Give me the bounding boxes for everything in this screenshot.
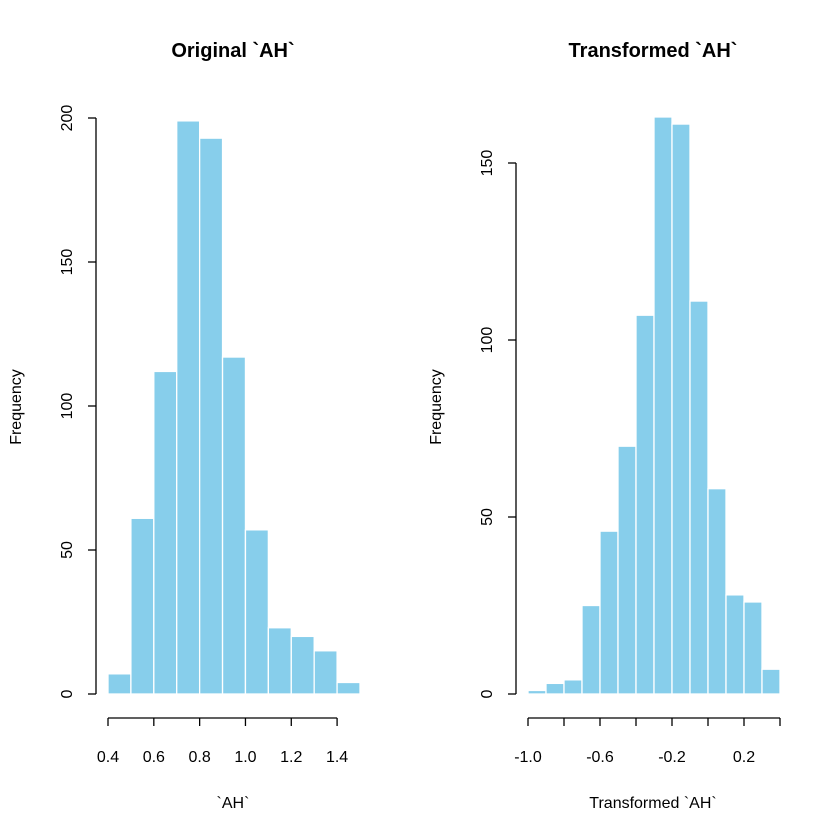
transformed-bar-1	[545, 682, 565, 695]
transformed-bars	[527, 116, 781, 695]
original-y-axis: 0 50 100 150 200	[59, 105, 97, 698]
transformed-y-tick-label-1: 50	[479, 508, 496, 526]
original-x-axis: 0.4 0.6 0.8 1.0 1.2 1.4	[97, 717, 348, 766]
original-chart-title: Original `AH`	[171, 40, 294, 62]
original-y-tick-label-0: 0	[59, 689, 76, 698]
original-bar-4	[198, 137, 224, 695]
transformed-x-tick-label-0: -1.0	[514, 749, 542, 766]
transformed-bar-12	[743, 601, 763, 695]
original-bar-2	[153, 370, 178, 695]
original-bar-5	[221, 356, 247, 695]
transformed-x-axis-label: Transformed `AH`	[589, 795, 716, 812]
original-bar-1	[130, 517, 155, 695]
transformed-x-tick-label-6: 0.2	[733, 749, 755, 766]
original-bar-9	[313, 650, 338, 695]
original-y-tick-label-4: 200	[59, 105, 76, 132]
transformed-bar-10	[707, 488, 727, 695]
transformed-bar-7	[653, 116, 673, 695]
original-y-tick-label-2: 100	[59, 393, 76, 420]
original-ah-panel: Original `AH` `AH` Frequency 0 50 100 150 20…	[8, 40, 361, 812]
original-bar-6	[244, 529, 270, 695]
original-x-tick-label-2: 0.8	[189, 749, 211, 766]
original-bar-8	[290, 635, 315, 695]
original-y-tick-label-3: 150	[59, 249, 76, 276]
transformed-bar-0	[527, 689, 547, 695]
original-bar-0	[107, 673, 132, 695]
transformed-bar-6	[635, 314, 655, 695]
transformed-x-tick-label-2: -0.6	[586, 749, 614, 766]
original-bar-3	[176, 120, 201, 695]
original-y-axis-label: Frequency	[8, 369, 25, 445]
transformed-bar-5	[617, 445, 637, 695]
original-bar-7	[267, 627, 292, 695]
original-x-tick-label-4: 1.2	[280, 749, 302, 766]
original-y-tick-label-1: 50	[59, 541, 76, 559]
transformed-x-tick-label-4: -0.2	[658, 749, 686, 766]
original-x-tick-label-1: 0.6	[143, 749, 165, 766]
original-x-tick-label-0: 0.4	[97, 749, 119, 766]
transformed-y-axis-label: Frequency	[428, 369, 445, 445]
transformed-bar-4	[599, 530, 619, 695]
original-bars	[107, 120, 361, 695]
transformed-bar-2	[563, 679, 583, 695]
transformed-y-tick-label-3: 150	[479, 150, 496, 177]
transformed-bar-9	[689, 300, 709, 695]
transformed-bar-11	[725, 594, 745, 695]
original-x-tick-label-5: 1.4	[326, 749, 348, 766]
transformed-bar-8	[671, 123, 691, 695]
transformed-y-axis: 0 50 100 150	[479, 150, 517, 698]
transformed-y-tick-label-2: 100	[479, 327, 496, 354]
original-bar-10	[336, 681, 361, 695]
transformed-ah-panel: Transformed `AH` Transformed `AH` Freque…	[428, 40, 781, 812]
transformed-y-tick-label-0: 0	[479, 689, 496, 698]
transformed-bar-3	[581, 604, 601, 695]
transformed-x-axis: -1.0 -0.6 -0.2 0.2	[514, 717, 781, 766]
transformed-chart-title: Transformed `AH`	[569, 40, 738, 62]
original-x-tick-label-3: 1.0	[234, 749, 256, 766]
original-x-axis-label: `AH`	[217, 795, 250, 812]
transformed-bar-13	[761, 668, 781, 695]
